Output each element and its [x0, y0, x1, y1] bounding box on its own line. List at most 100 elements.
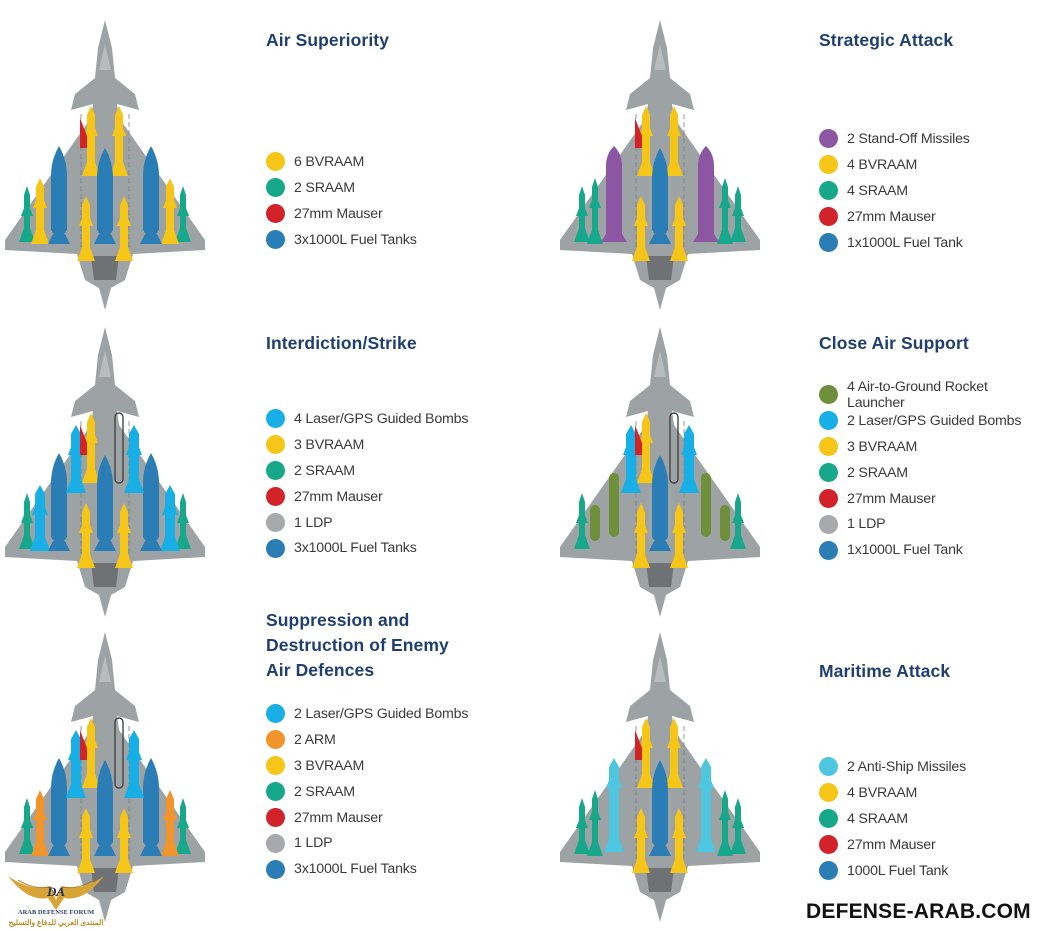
guided-bomb-dot: [266, 704, 285, 724]
guidedbomb-mid-outer-icon: [35, 485, 45, 547]
bvraam-inner-icon: [637, 503, 645, 564]
sraam-dot: [266, 178, 285, 198]
sraam-outer-icon-fins: [175, 228, 191, 242]
legend-maritime-attack: 2 Anti-Ship Missiles 4 BVRAAM 4 SRAAM 27mm …: [819, 754, 966, 883]
legend-item: 27mm Mauser: [266, 484, 468, 510]
legend-sead: 2 Laser/GPS Guided Bombs 2 ARM 3 BVRAAM 2 S…: [266, 701, 468, 882]
bvraam-fuselage-front-icon: [642, 106, 650, 172]
antiship-mid-inner-icon: [609, 758, 619, 848]
logo-arabic: المنتدى العربي للدفاع والتسليح: [8, 918, 104, 927]
sraam-mid-outer-icon-canards: [589, 200, 601, 208]
bvraam-fuselage-front-icon: [115, 106, 123, 172]
fueltank-mid-inner-icon-fins: [48, 846, 70, 856]
bvraam-mid-outer-icon: [36, 178, 44, 240]
sraam-outer-icon-fins: [574, 840, 590, 854]
bvraam-inner-icon-canards: [79, 218, 93, 226]
guidedbomb-fuselage-rear-icon-fins: [621, 479, 641, 493]
legend-item-label: 3 BVRAAM: [847, 438, 918, 455]
fueltank-mid-inner-icon-fins: [140, 234, 162, 244]
sraam-outer-icon-fins: [574, 228, 590, 242]
bvraam-inner-icon-canards: [117, 218, 131, 226]
sraam-mid-outer-icon: [592, 790, 598, 852]
bvraam-fuselage-front-icon-fins: [82, 469, 100, 483]
mauser-dot: [819, 835, 838, 855]
legend-item-label: 2 ARM: [294, 731, 336, 748]
guidedbomb-fuselage-rear-icon: [71, 730, 81, 794]
guidedbomb-fuselage-rear-icon: [626, 425, 636, 489]
fueltank-mid-inner-icon-fins: [140, 541, 162, 551]
canopy-icon: [654, 44, 666, 70]
guidedbomb-fuselage-rear-icon-fins: [124, 479, 144, 493]
bvraam-inner-icon-fins: [670, 554, 688, 568]
bvraam-inner-icon-fins: [632, 554, 650, 568]
fueltank-center-icon: [97, 148, 113, 237]
rocketlauncher-mid-outer-icon: [720, 505, 730, 541]
bvraam-inner-icon-fins: [632, 247, 650, 261]
sraam-outer-icon-canards: [21, 208, 33, 216]
legend-item: 3x1000L Fuel Tanks: [266, 535, 468, 561]
standoff-mid-inner-icon: [601, 146, 627, 242]
watermark: DEFENSE-ARAB.COM: [806, 900, 1031, 923]
bvraam-inner-icon-canards: [117, 525, 131, 533]
arm-mid-outer-icon-fins: [31, 842, 49, 856]
bvraam-fuselage-front-icon-canards: [84, 740, 98, 748]
legend-item: 2 SRAAM: [266, 175, 417, 201]
sraam-mid-outer-icon: [722, 178, 728, 240]
stand-off-dot: [819, 129, 838, 149]
legend-close-air-support: 4 Air-to-Ground Rocket Launcher 2 Laser/G…: [819, 379, 1044, 563]
sraam-outer-icon-fins: [19, 228, 35, 242]
legend-item: 6 BVRAAM: [266, 149, 417, 175]
sraam-outer-icon-canards: [732, 820, 744, 828]
stores-group: [574, 106, 746, 261]
panel-title-maritime-attack: Maritime Attack: [819, 661, 951, 681]
bvraam-dot: [266, 435, 285, 455]
gun-mauser-icon: [635, 425, 642, 455]
fueltank-mid-inner-icon: [143, 146, 159, 237]
guidedbomb-fuselage-rear-icon: [129, 425, 139, 489]
logo-initials: DA: [46, 884, 65, 899]
guidedbomb-mid-outer-icon-canards: [32, 507, 48, 515]
canopy-icon: [654, 656, 666, 682]
legend-item: 2 Laser/GPS Guided Bombs: [819, 408, 1044, 434]
fuel-tank-dot: [819, 233, 838, 252]
legend-item-label: 27mm Mauser: [847, 490, 936, 507]
bvraam-inner-icon: [82, 196, 90, 257]
bvraam-fuselage-front-icon-fins: [82, 162, 100, 176]
legend-item-label: 1 LDP: [294, 514, 333, 531]
guidedbomb-mid-outer-icon-fins: [30, 537, 50, 551]
ldp-dot: [266, 513, 285, 532]
legend-item: 2 Laser/GPS Guided Bombs: [266, 701, 468, 727]
legend-item: 2 SRAAM: [266, 458, 468, 484]
legend-item: 3 BVRAAM: [266, 432, 468, 458]
fueltank-mid-inner-icon: [51, 758, 67, 849]
guidedbomb-mid-outer-icon-fins: [160, 537, 180, 551]
legend-item-label: 1 LDP: [847, 516, 886, 533]
jet-maritime-attack: [560, 632, 760, 922]
antiship-mid-inner-icon-canards: [606, 780, 622, 788]
stores-group: [19, 412, 191, 568]
bvraam-fuselage-front-icon: [87, 413, 95, 479]
bvraam-inner-icon-canards: [672, 218, 686, 226]
legend-strategic-attack: 2 Stand-Off Missiles 4 BVRAAM 4 SRAAM 27mm …: [819, 126, 970, 255]
fueltank-mid-inner-icon: [51, 453, 67, 544]
antiship-mid-inner-icon-canards: [698, 780, 714, 788]
sraam-mid-outer-icon: [592, 178, 598, 240]
engine-nozzle-icon: [646, 563, 674, 587]
ldp-fuselage-front-icon: [114, 717, 124, 789]
legend-item-label: 2 Anti-Ship Missiles: [847, 758, 967, 775]
legend-item-label: 1 LDP: [294, 835, 333, 852]
canopy-icon: [99, 351, 111, 377]
sraam-dot: [266, 461, 285, 481]
panel-title-air-superiority: Air Superiority: [266, 30, 390, 50]
legend-item: 2 ARM: [266, 727, 468, 753]
sraam-dot: [819, 463, 838, 483]
bvraam-inner-icon: [637, 808, 645, 869]
guided-bomb-dot: [819, 411, 838, 431]
guidedbomb-fuselage-rear-icon-canards: [681, 447, 697, 455]
stores-group: [19, 717, 191, 873]
legend-item-label: 3x1000L Fuel Tanks: [294, 231, 417, 248]
mauser-dot: [266, 808, 285, 827]
legend-item-label: 2 Laser/GPS Guided Bombs: [294, 705, 469, 722]
bvraam-fuselage-front-icon-canards: [667, 740, 681, 748]
bvraam-mid-outer-icon-canards: [163, 200, 177, 208]
